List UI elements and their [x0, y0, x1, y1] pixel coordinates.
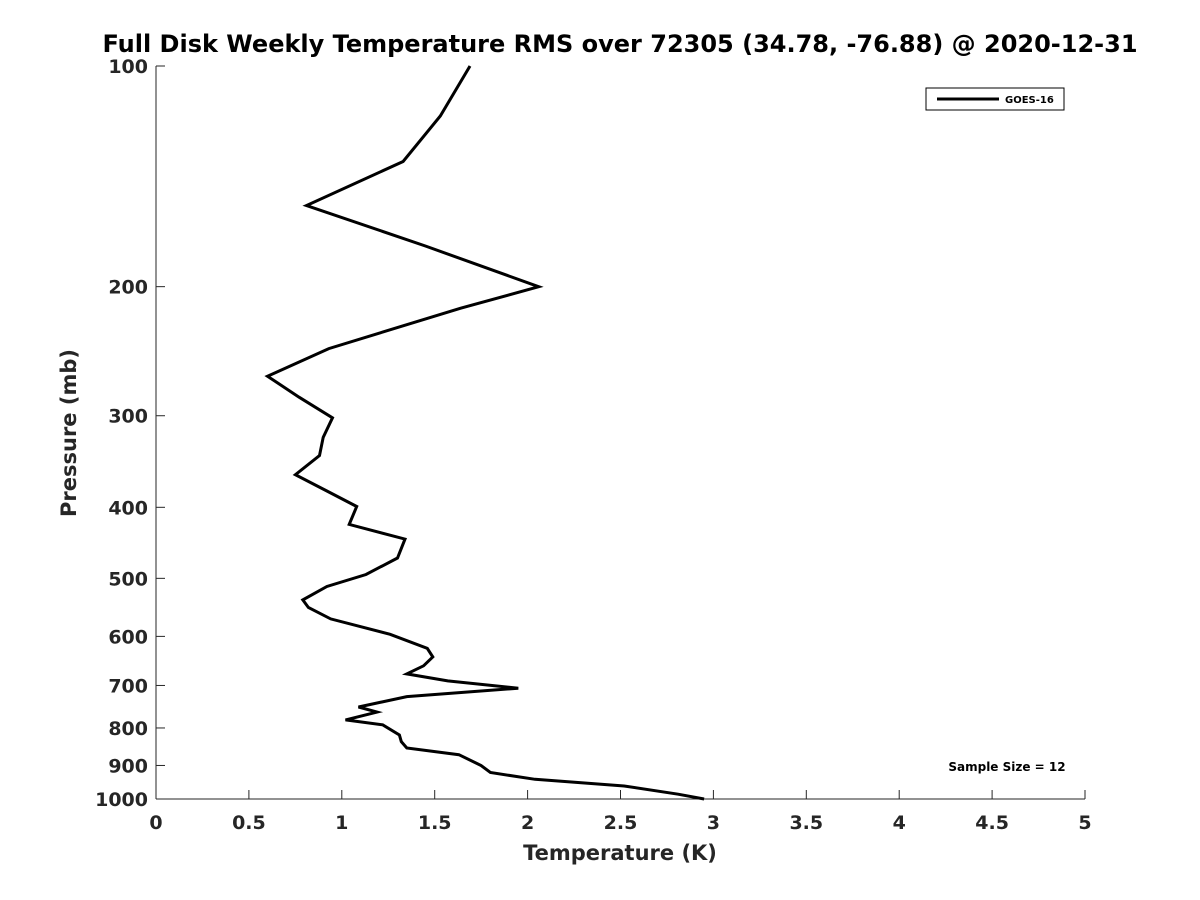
y-axis-label: Pressure (mb): [57, 349, 81, 517]
y-tick-label: 400: [108, 497, 148, 519]
y-tick-label: 700: [108, 675, 148, 697]
y-tick-label: 300: [108, 406, 148, 428]
y-tick-label: 500: [108, 568, 148, 590]
x-tick-label: 0.5: [232, 812, 266, 834]
legend: GOES-16: [925, 87, 1065, 111]
x-tick-label: 1.5: [418, 812, 452, 834]
x-tick-label: 5: [1078, 812, 1091, 834]
y-tick-label: 200: [108, 277, 148, 299]
x-tick-label: 4: [893, 812, 906, 834]
x-tick-label: 3.5: [789, 812, 823, 834]
x-tick-label: 2: [521, 812, 534, 834]
y-tick-label: 800: [108, 718, 148, 740]
x-tick-label: 3: [707, 812, 720, 834]
x-tick-label: 1: [335, 812, 348, 834]
legend-label-goes-16: GOES-16: [1005, 95, 1054, 106]
chart-title: Full Disk Weekly Temperature RMS over 72…: [102, 30, 1138, 58]
sample-size-annotation: Sample Size = 12: [948, 760, 1065, 774]
x-axis-label: Temperature (K): [523, 841, 717, 865]
x-tick-label: 2.5: [604, 812, 638, 834]
y-tick-label: 900: [108, 755, 148, 777]
x-tick-label: 4.5: [975, 812, 1009, 834]
series-line-goes-16: [264, 65, 705, 801]
y-tick-label: 100: [108, 56, 148, 78]
y-tick-label: 1000: [95, 789, 148, 811]
y-tick-label: 600: [108, 626, 148, 648]
x-tick-label: 0: [149, 812, 162, 834]
